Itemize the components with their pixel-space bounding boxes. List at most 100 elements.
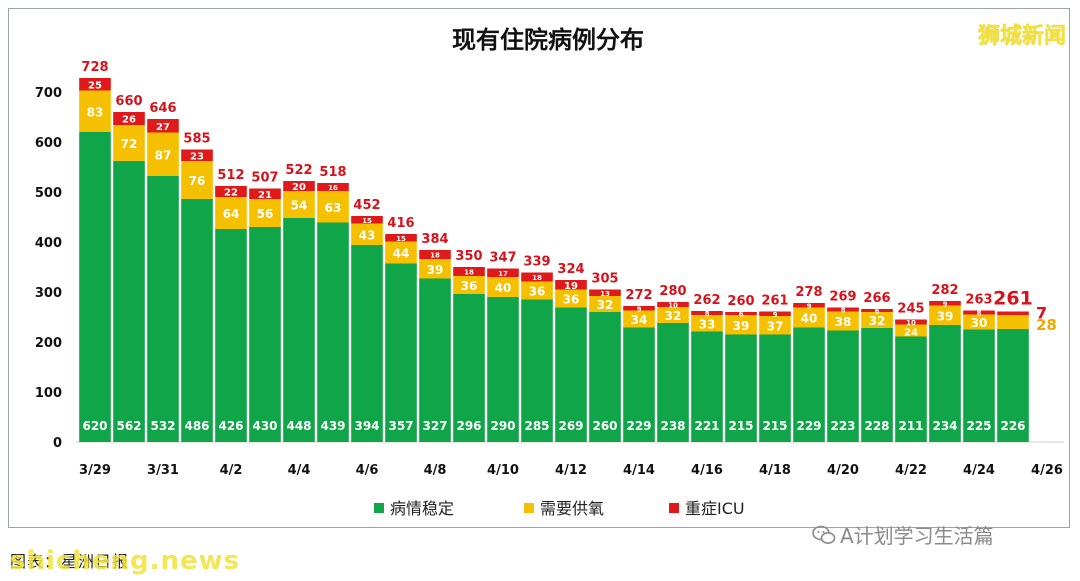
y-tick-label: 600 <box>35 136 62 151</box>
bar-segment-stable <box>589 312 621 442</box>
data-label-icu: 25 <box>88 80 102 91</box>
bar-segment-icu <box>759 311 791 316</box>
data-label-icu: 9 <box>943 300 948 308</box>
bar-segment-oxygen <box>861 312 893 328</box>
legend-label: 重症ICU <box>685 499 745 518</box>
bar-segment-oxygen <box>929 305 961 325</box>
bar-segment-oxygen <box>555 289 587 308</box>
x-tick-label: 4/10 <box>487 463 519 478</box>
x-tick-label: 4/14 <box>623 463 655 478</box>
x-tick-label: 4/12 <box>555 463 587 478</box>
bar-segment-oxygen <box>317 191 349 223</box>
bar-segment-icu <box>521 272 553 282</box>
bar-segment-icu <box>793 303 825 308</box>
data-label-total: 452 <box>353 198 380 213</box>
data-label-icu: 6 <box>875 308 880 316</box>
data-label-total: 339 <box>523 255 550 270</box>
bar-segment-stable <box>283 218 315 442</box>
y-tick-label: 200 <box>35 336 62 351</box>
source-caption: 图表：星洲日报 <box>10 552 130 571</box>
bar-segment-icu <box>691 311 723 315</box>
bar-segment-oxygen <box>657 307 689 323</box>
bar-segment-oxygen <box>113 125 145 161</box>
data-label-total: 260 <box>727 294 754 309</box>
data-label-icu: 18 <box>464 269 474 277</box>
data-label-total: 261 <box>761 294 788 309</box>
bar-segment-icu <box>453 267 485 276</box>
data-label-stable: 215 <box>762 419 787 433</box>
data-label-icu: 17 <box>498 270 508 278</box>
bar-segment-icu <box>79 78 111 91</box>
bar-segment-stable <box>385 263 417 442</box>
data-label-icu: 10 <box>906 319 916 327</box>
x-tick-label: 4/26 <box>1031 463 1063 478</box>
data-label-icu: 19 <box>564 281 578 292</box>
data-label-total: 324 <box>557 262 584 277</box>
annotation-icu-latest: 7 <box>1036 304 1047 323</box>
bar-segment-stable <box>623 327 655 442</box>
bar-segment-icu <box>555 280 587 290</box>
data-label-total: 305 <box>591 272 618 287</box>
bar-segment-oxygen <box>385 241 417 264</box>
data-label-stable: 269 <box>558 419 583 433</box>
bar-segment-stable <box>453 294 485 442</box>
data-label-stable: 430 <box>252 419 277 433</box>
bar-segment-icu <box>283 181 315 191</box>
data-label-total: 266 <box>863 291 890 306</box>
bar-segment-stable <box>113 161 145 442</box>
bar-segment-icu <box>929 301 961 306</box>
data-label-icu: 15 <box>362 217 372 225</box>
data-label-total: 585 <box>183 132 210 147</box>
y-tick-label: 400 <box>35 236 62 251</box>
legend-label: 病情稳定 <box>390 499 454 518</box>
bar-segment-icu <box>963 310 995 315</box>
data-label-icu: 26 <box>122 115 136 126</box>
data-label-stable: 229 <box>626 419 651 433</box>
data-label-total: 660 <box>115 94 142 109</box>
x-tick-label: 4/24 <box>963 463 995 478</box>
data-label-oxygen: 40 <box>495 281 512 295</box>
data-label-icu: 6 <box>739 311 744 319</box>
data-label-oxygen: 38 <box>835 315 852 329</box>
data-label-stable: 285 <box>524 419 549 433</box>
data-label-oxygen: 32 <box>869 314 886 328</box>
data-label-stable: 226 <box>1000 419 1025 433</box>
data-label-icu: 9 <box>773 311 778 319</box>
bar-segment-icu <box>725 312 757 315</box>
y-tick-label: 700 <box>35 86 62 101</box>
data-label-oxygen: 36 <box>563 293 580 307</box>
y-tick-label: 500 <box>35 186 62 201</box>
x-axis: 3/29 3/31 4/2 4/4 4/6 4/8 4/10 4/12 4/14 4/16 4/18… <box>79 463 1063 478</box>
legend-label: 需要供氧 <box>540 499 604 518</box>
data-label-stable: 211 <box>898 419 923 433</box>
data-label-icu: 8 <box>705 310 710 318</box>
data-label-oxygen: 64 <box>223 207 240 221</box>
data-label-stable: 221 <box>694 419 719 433</box>
data-label-total: 269 <box>829 290 856 305</box>
x-tick-label: 4/4 <box>288 463 311 478</box>
data-label-stable: 238 <box>660 419 685 433</box>
data-label-oxygen: 72 <box>121 137 138 151</box>
data-label-total: 245 <box>897 302 924 317</box>
bar-segment-icu <box>215 186 247 197</box>
data-label-icu: 22 <box>224 188 238 199</box>
bar-segment-oxygen <box>79 90 111 132</box>
bar-segment-icu <box>861 309 893 312</box>
bar-segment-oxygen <box>691 315 723 332</box>
bar-segment-stable <box>895 336 927 442</box>
bar-segment-oxygen <box>793 307 825 328</box>
bar-segment-oxygen <box>623 310 655 328</box>
bar-segment-stable <box>725 334 757 442</box>
bar-segment-stable <box>215 229 247 442</box>
x-tick-label: 3/31 <box>147 463 179 478</box>
x-tick-label: 4/6 <box>356 463 379 478</box>
bar-segment-icu <box>657 302 689 307</box>
data-label-total: 282 <box>931 283 958 298</box>
data-label-stable: 562 <box>116 419 141 433</box>
data-label-icu: 18 <box>532 274 542 282</box>
bar-segment-oxygen <box>589 296 621 312</box>
data-label-oxygen: 83 <box>87 105 104 119</box>
x-tick-label: 4/20 <box>827 463 859 478</box>
bar-segment-stable <box>691 331 723 442</box>
data-label-stable: 394 <box>354 419 379 433</box>
